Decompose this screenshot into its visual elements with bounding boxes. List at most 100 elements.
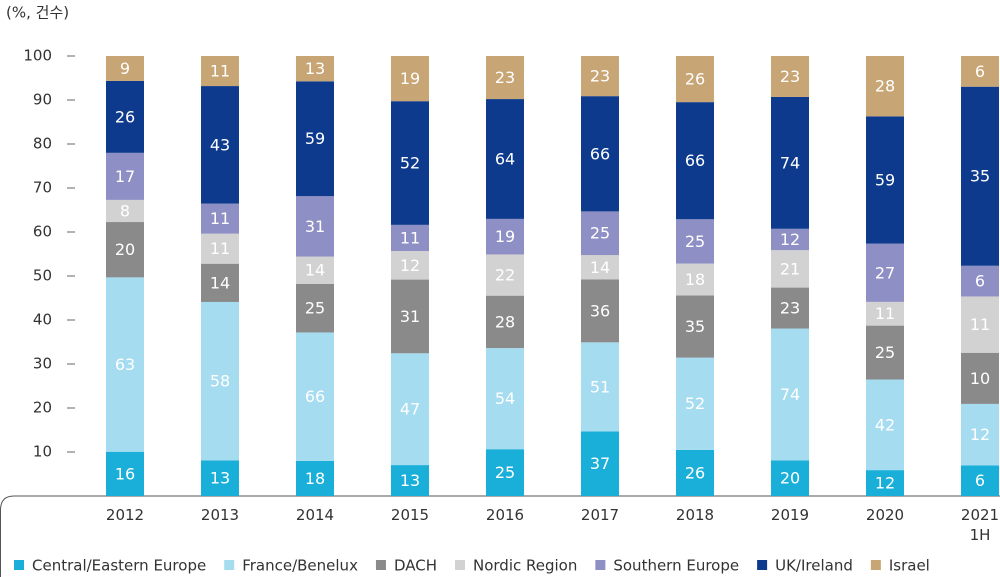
data-label: 37 (590, 454, 610, 473)
bar-segment (676, 449, 714, 496)
data-label: 59 (305, 129, 325, 148)
data-label: 28 (875, 77, 895, 96)
data-label: 6 (975, 62, 985, 81)
legend-label: Southern Europe (613, 557, 739, 575)
data-label: 23 (495, 68, 515, 87)
data-label: 66 (685, 151, 705, 170)
x-tick-label: 2021 1H (960, 506, 1000, 544)
data-label: 27 (875, 263, 895, 282)
bar-segment (771, 56, 809, 97)
bar-segment (391, 353, 429, 466)
bar-segment (961, 352, 999, 404)
bar-segment (201, 263, 239, 302)
x-tick-label: 2017 (580, 506, 620, 524)
data-label: 52 (685, 394, 705, 413)
bar-segment (486, 99, 524, 219)
bar-segment (676, 357, 714, 450)
bar-segment (676, 102, 714, 220)
legend-swatch (224, 560, 235, 570)
data-label: 63 (115, 355, 135, 374)
x-tick-label: 2012 (105, 506, 145, 524)
bar-segment (391, 251, 429, 280)
bar-segment (486, 449, 524, 496)
data-label: 36 (590, 301, 610, 320)
data-label: 25 (495, 463, 515, 482)
y-tick-label: 60 (33, 223, 52, 241)
data-label: 47 (400, 400, 420, 419)
bar-segment (676, 263, 714, 296)
data-label: 51 (590, 377, 610, 396)
data-label: 17 (115, 167, 135, 186)
y-tick-label: 40 (33, 311, 52, 329)
x-tick-label: 2013 (200, 506, 240, 524)
data-label: 14 (590, 258, 610, 277)
data-label: 66 (590, 144, 610, 163)
bar-segment (581, 255, 619, 280)
bar-segment (866, 243, 904, 302)
legend-label: Nordic Region (473, 557, 577, 575)
bar-segment (581, 342, 619, 432)
data-label: 25 (590, 224, 610, 243)
bar-segment (581, 279, 619, 343)
data-label: 11 (210, 239, 230, 258)
data-label: 22 (495, 266, 515, 285)
data-label: 14 (305, 261, 325, 280)
data-label: 42 (875, 415, 895, 434)
legend-swatch (455, 560, 465, 570)
frame (0, 495, 1000, 577)
bar-segment (961, 265, 999, 297)
bar-segment (106, 152, 144, 200)
bar-segment (391, 224, 429, 252)
data-label: 12 (400, 256, 420, 275)
legend-swatch (14, 560, 24, 570)
data-label: 74 (780, 385, 800, 404)
bar-segment (106, 451, 144, 496)
data-label: 11 (970, 315, 990, 334)
data-label: 10 (970, 369, 990, 388)
bar-segment (201, 86, 239, 204)
y-tick-label: 80 (33, 135, 52, 153)
data-label: 14 (210, 273, 230, 292)
bar-segment (106, 199, 144, 223)
data-label: 35 (970, 167, 990, 186)
bar-segment (961, 296, 999, 353)
bar-segment (581, 431, 619, 496)
bar-segment (296, 332, 334, 461)
data-label: 31 (305, 217, 325, 236)
data-label: 59 (875, 171, 895, 190)
data-label: 21 (780, 259, 800, 278)
data-label: 12 (875, 474, 895, 493)
bar-segment (771, 460, 809, 496)
legend-swatch (375, 560, 386, 570)
x-tick-label: 2020 (865, 506, 905, 524)
data-label: 11 (400, 228, 420, 247)
data-label: 54 (495, 389, 515, 408)
legend-label: Central/Eastern Europe (32, 557, 206, 575)
bar-segment (486, 56, 524, 100)
x-tick-label: 2014 (295, 506, 335, 524)
bar-segment (676, 295, 714, 358)
data-label: 52 (400, 154, 420, 173)
data-label: 13 (210, 469, 230, 488)
bar-segment (201, 203, 239, 234)
bar-segment (866, 116, 904, 244)
bar-segment (106, 222, 144, 278)
bar-segment (961, 403, 999, 466)
data-label: 18 (685, 270, 705, 289)
bar-segment (866, 301, 904, 326)
data-label: 28 (495, 312, 515, 331)
bar-segment (771, 287, 809, 329)
bar-segment (581, 211, 619, 256)
legend-label: France/Benelux (242, 557, 358, 575)
bar-segment (296, 283, 334, 333)
bar-segment (106, 80, 144, 153)
bar-segment (106, 56, 144, 81)
bar-segment (771, 228, 809, 251)
bar-segment (391, 56, 429, 102)
legend-swatch (595, 560, 606, 570)
data-label: 23 (780, 67, 800, 86)
bar-segment (296, 81, 334, 197)
data-label: 20 (780, 469, 800, 488)
